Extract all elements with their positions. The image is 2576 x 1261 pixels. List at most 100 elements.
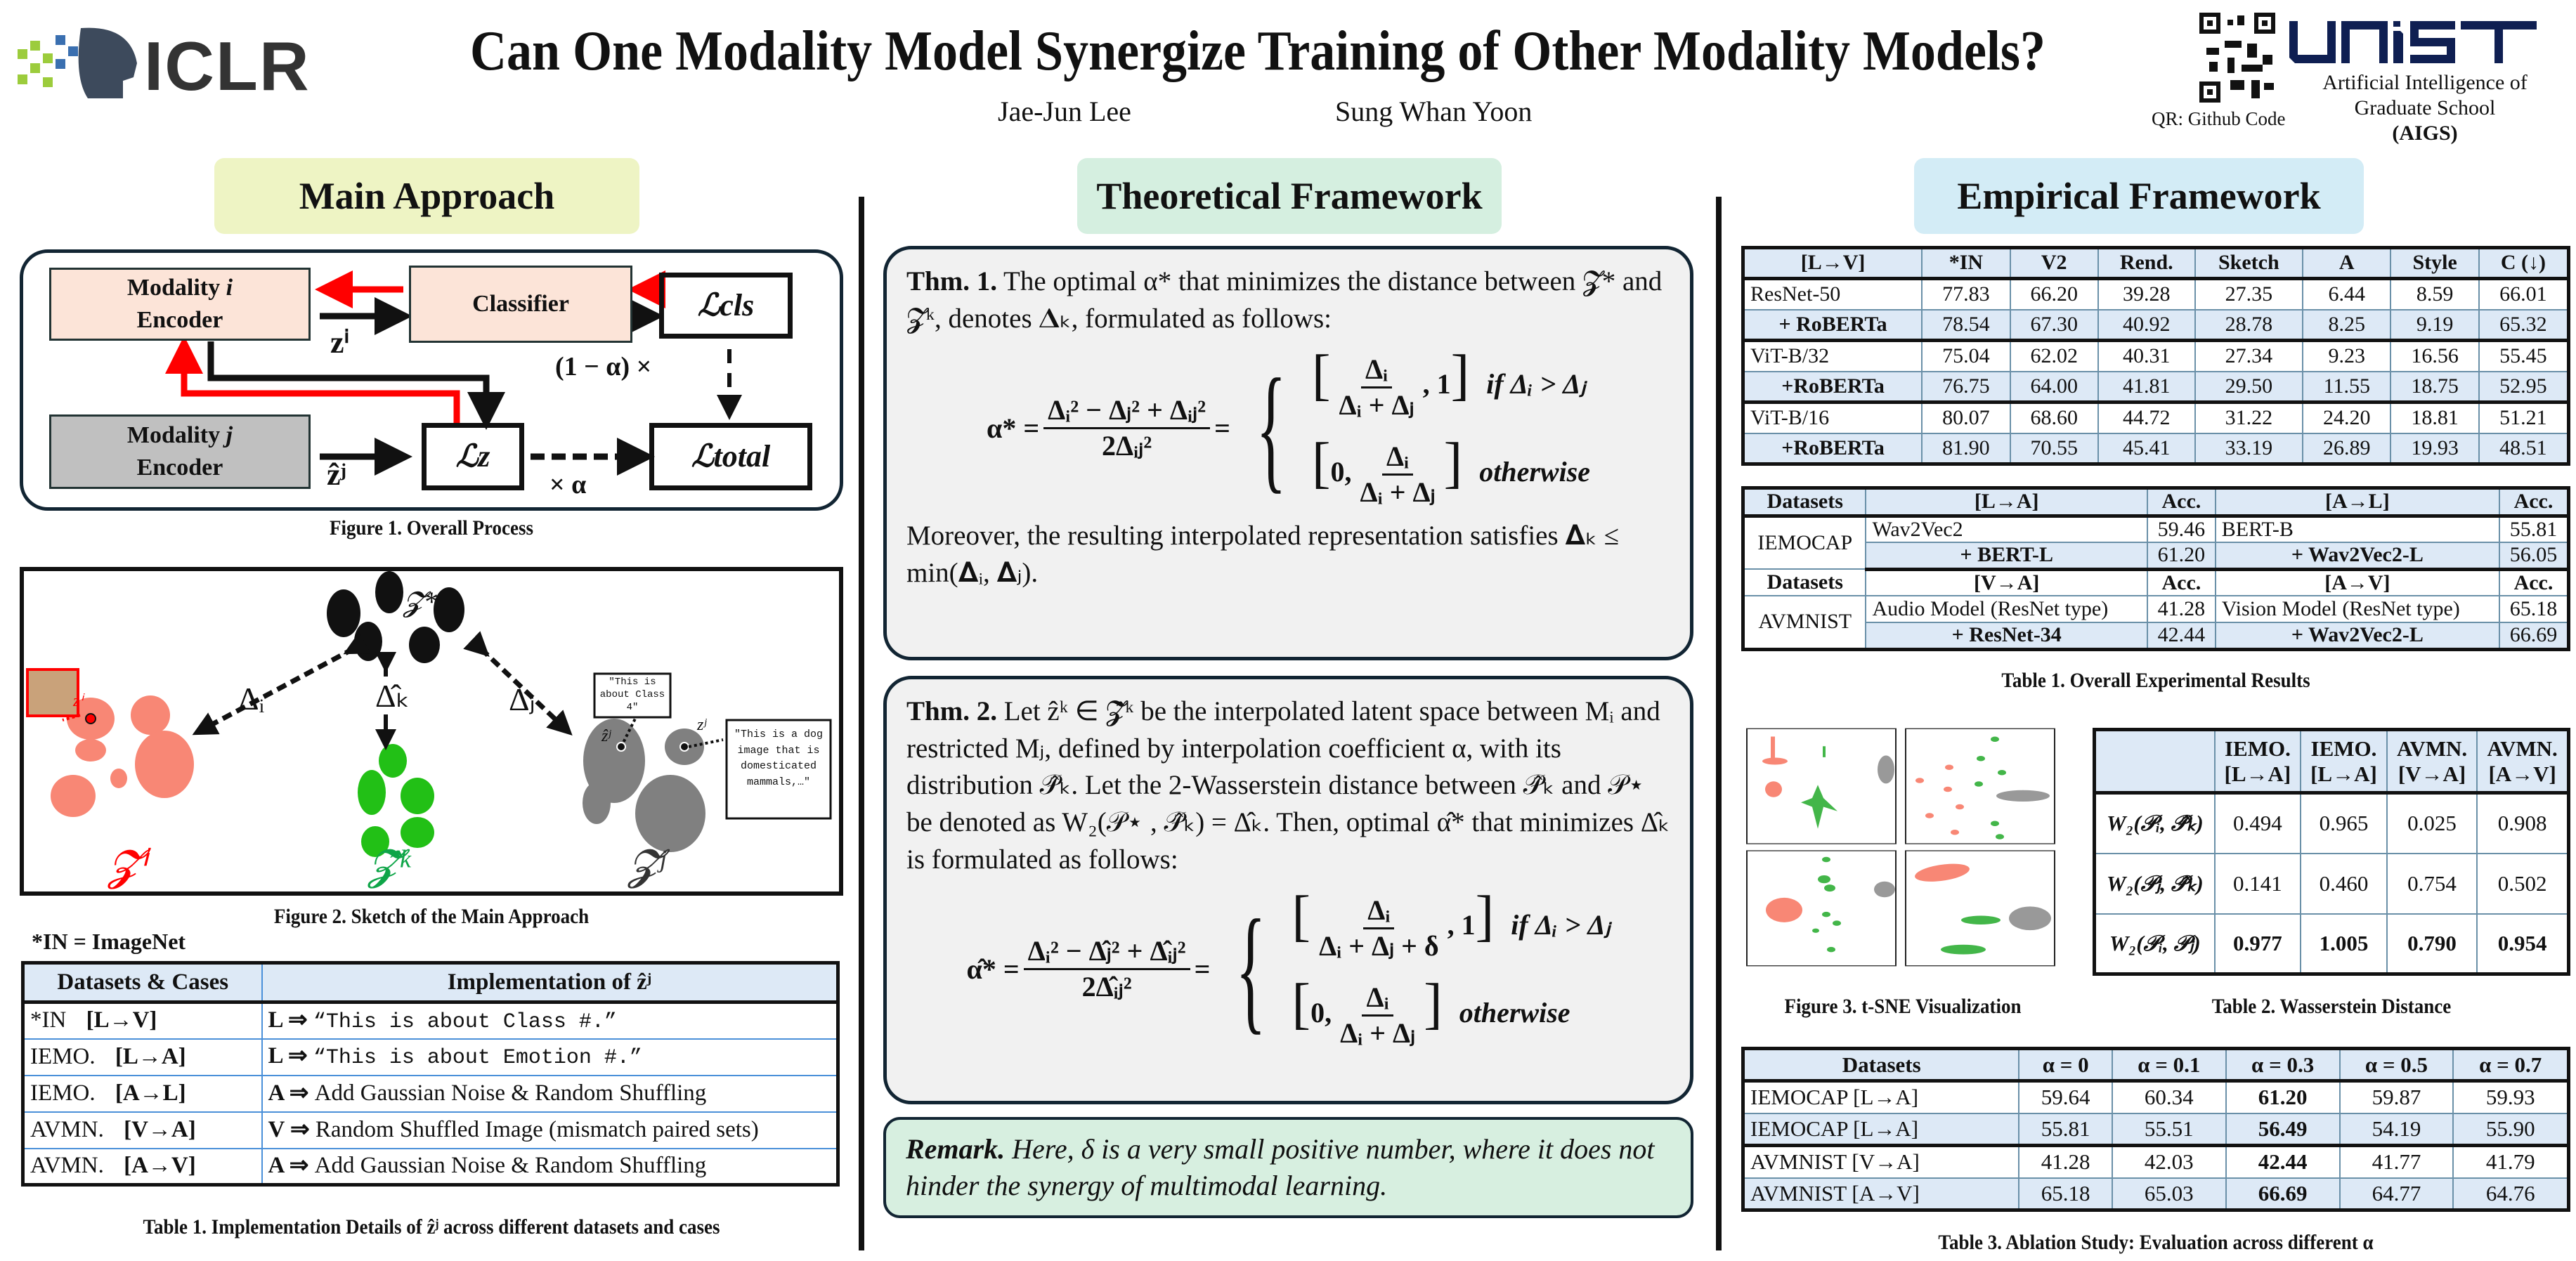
model-cell: + Wav2Vec2-L (2214, 542, 2500, 571)
acc-cell: 61.20 (2146, 542, 2216, 571)
enc-j-label: Modality (126, 422, 226, 449)
classifier-box: Classifier (409, 266, 632, 343)
table-cell: 55.90 (2452, 1112, 2570, 1147)
table-cell: 62.02 (2009, 339, 2099, 372)
model-cell: Audio Model (ResNet type) (1865, 595, 2148, 623)
figure-1-arrows (165, 270, 742, 476)
col-header: α = 0.5 (2338, 1047, 2454, 1083)
delta-k-label: Δ̂ₖ (375, 677, 410, 714)
dataset-cell: IEMOCAP (1742, 515, 1867, 570)
modality: A ⇒ (268, 1080, 315, 1106)
table-cell: 64.76 (2452, 1177, 2570, 1212)
table-cell: 0.754 (2386, 852, 2478, 915)
figure-1-overall-process (20, 249, 843, 511)
table-cell: +RoBERTa (1742, 370, 1923, 404)
thm2-numerator: Δᵢ² − Δ̂ⱼ² + Δ̂ᵢⱼ² (1023, 934, 1190, 971)
aigs-line-2: Graduate School (2354, 96, 2496, 119)
zi-point-label: zⁱ (73, 692, 83, 710)
col-header: *IN (1921, 247, 2011, 280)
remark-label: Remark. (906, 1133, 1006, 1165)
col-header: Rend. (2097, 247, 2196, 280)
col-header: [L→V] (1742, 247, 1923, 280)
imagenet-note: *IN = ImageNet (32, 929, 186, 954)
table-row: +RoBERTa 76.75 64.00 41.81 29.50 11.55 18.75 52… (1742, 370, 2570, 404)
thm2-lhs: α̂* = (966, 953, 1020, 985)
table-cell: 0.790 (2386, 913, 2478, 975)
table-cell: AVMNIST [V→A] (1742, 1144, 2020, 1179)
table-cell: 54.19 (2338, 1112, 2454, 1147)
implementation-table: Datasets & Cases Implementation of ẑʲ *IN… (21, 961, 840, 1187)
implementation-text: “This is about Emotion #.” (313, 1046, 642, 1071)
zj-cluster (583, 719, 705, 852)
left-table-caption: Table 1. Implementation Details of ẑʲ ac… (143, 1215, 720, 1239)
table-cell: 18.75 (2390, 370, 2480, 404)
case-cell: IEMO. [A→L] (22, 1074, 263, 1113)
tsne-panels (1746, 728, 2055, 967)
wasserstein-table: IEMO. [L→A] IEMO. [L→A] AVMN. [V→A] AVMN. [A→V]… (2093, 728, 2570, 976)
column-divider (859, 197, 864, 1250)
table-cell: W₂(𝒫ⱼ, 𝒫̂ₖ) (2093, 852, 2216, 915)
unist-logo-icon (2289, 21, 2537, 63)
aigs-line-1: Artificial Intelligence of (2322, 71, 2528, 94)
modality-i-encoder-box: Modality i Encoder (49, 268, 311, 341)
table-cell: 0.954 (2476, 913, 2570, 975)
table-cell: 28.78 (2194, 308, 2304, 342)
delta-i-label: Δᵢ (238, 681, 265, 717)
col-header: Datasets (1742, 487, 1867, 518)
table-cell: 6.44 (2302, 277, 2392, 311)
model-cell: BERT-B (2214, 515, 2500, 543)
case-cell: AVMN. [A→V] (22, 1147, 263, 1186)
thm2-text: Let ẑᵏ ∈ 𝓩̂ᵏ be the interpolated latent … (906, 696, 1670, 875)
table-cell: 41.28 (2018, 1144, 2113, 1179)
iclr-logo-text: ICLR (144, 27, 311, 105)
poster-title: Can One Modality Model Synergize Trainin… (470, 20, 2045, 82)
thm1-equation: α* = Δᵢ² − Δⱼ² + Δᵢⱼ² 2Δᵢⱼ² ={ [Δᵢ Δᵢ + Δⱼ… (987, 344, 1590, 508)
modality: A ⇒ (268, 1152, 315, 1178)
table-cell: 68.60 (2009, 401, 2099, 434)
enc-j-index: j (226, 422, 233, 449)
table-cell: 0.502 (2476, 852, 2570, 915)
model-cell: + ResNet-34 (1865, 622, 2148, 650)
zk-cluster (358, 744, 434, 857)
thm1-lhs: α* = (987, 412, 1040, 444)
table-cell: ResNet-50 (1742, 277, 1923, 311)
table-cell: 8.59 (2390, 277, 2480, 311)
col-header: Style (2390, 247, 2480, 280)
table-cell: 55.81 (2018, 1112, 2113, 1147)
qr-code[interactable] (2199, 13, 2275, 103)
table-2-caption: Table 2. Wasserstein Distance (2211, 995, 2452, 1018)
table-cell: W₂(𝒫ᵢ, 𝒫̂ₖ) (2093, 792, 2216, 854)
enc-i-index: i (226, 275, 233, 301)
one-minus-alpha-label: (1 − α) × (555, 352, 652, 381)
loss-cls-box: ℒcls (659, 273, 793, 339)
table-cell: 24.20 (2302, 401, 2392, 434)
header-row: [L→V] *IN V2 Rend. Sketch A Style C (↓) (1742, 247, 2570, 280)
forward-arrows (207, 297, 742, 476)
implementation-cell: A ⇒ Add Gaussian Noise & Random Shufflin… (261, 1074, 839, 1113)
tsne-panel-3 (1766, 856, 1895, 953)
table-cell: 64.77 (2338, 1177, 2454, 1212)
col-header: IEMO. [L→A] (2213, 728, 2302, 795)
thm2-case2-cond: otherwise (1459, 996, 1570, 1028)
table-row: IEMO. [A→L] A ⇒ Add Gaussian Noise & Rand… (22, 1074, 839, 1113)
thm1-case1-tail: , 1 (1422, 368, 1451, 400)
column-divider (1716, 197, 1722, 1250)
col-header: Datasets (1742, 1047, 2020, 1083)
table-cell: 26.89 (2302, 432, 2392, 466)
implementation-cell: V ⇒ Random Shuffled Image (mismatch pair… (261, 1111, 839, 1149)
table-cell: 0.025 (2386, 792, 2478, 854)
table-cell: 56.49 (2225, 1112, 2341, 1147)
iclr-logo: ICLR (11, 21, 341, 105)
table-row: +RoBERTa 81.90 70.55 45.41 33.19 26.89 19.93 48… (1742, 432, 2570, 466)
model-cell: Wav2Vec2 (1865, 515, 2148, 543)
table-cell: 78.54 (1921, 308, 2011, 342)
table-cell: 77.83 (1921, 277, 2011, 311)
header-row: IEMO. [L→A] IEMO. [L→A] AVMN. [V→A] AVMN. [A→V] (2093, 728, 2570, 795)
qr-caption: QR: Github Code (2152, 108, 2286, 129)
table-cell: 0.460 (2300, 852, 2388, 915)
table-cell: 64.00 (2009, 370, 2099, 404)
section-heading-empirical: Empirical Framework (1914, 158, 2364, 234)
table-cell: 66.69 (2225, 1177, 2341, 1212)
table-cell: 81.90 (1921, 432, 2011, 466)
